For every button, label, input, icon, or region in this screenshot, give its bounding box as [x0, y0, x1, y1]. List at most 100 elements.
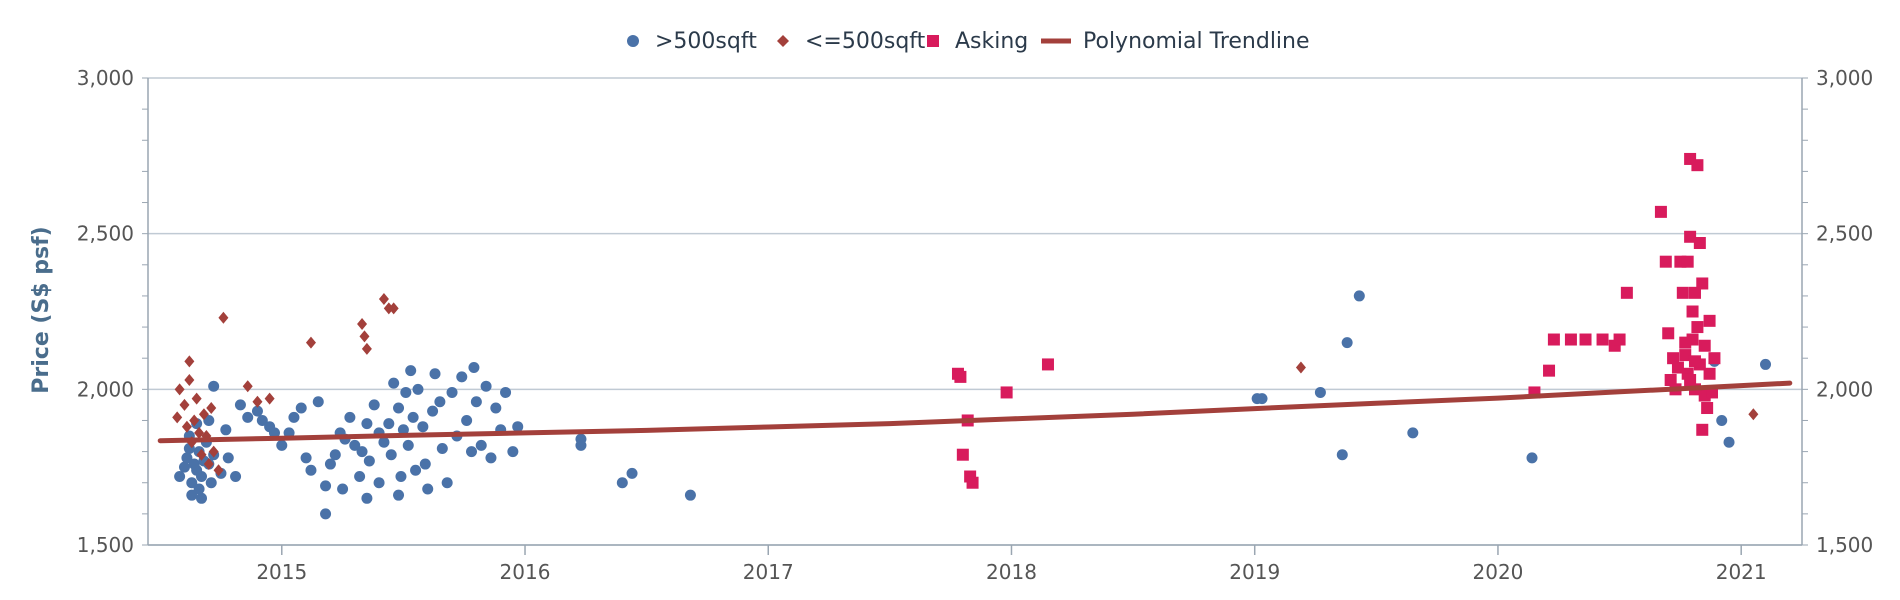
data-point-asking — [1579, 333, 1592, 346]
data-point-small — [252, 395, 263, 408]
data-point-large — [361, 418, 373, 430]
data-point-asking — [1684, 373, 1697, 386]
data-point-large — [174, 471, 186, 483]
data-point-large — [196, 471, 208, 483]
data-point-asking — [1691, 321, 1704, 334]
data-point-large — [485, 452, 497, 464]
data-point-large — [512, 421, 524, 433]
data-point-large — [383, 418, 395, 430]
data-point-large — [337, 483, 349, 495]
data-point-large — [356, 446, 368, 458]
data-point-large — [400, 386, 412, 398]
x-tick-label: 2019 — [1229, 560, 1280, 584]
data-point-large — [220, 424, 232, 436]
x-tick-label: 2020 — [1473, 560, 1524, 584]
data-point-small — [181, 420, 192, 433]
data-point-small — [174, 383, 185, 396]
data-point-large — [500, 386, 512, 398]
y-tick-label: 2,500 — [77, 222, 134, 246]
data-point-large — [412, 383, 424, 395]
data-point-asking — [1696, 423, 1709, 436]
series-circle — [174, 290, 1772, 520]
data-point-large — [684, 489, 696, 501]
data-point-small — [218, 311, 229, 324]
data-point-small — [191, 392, 202, 405]
data-point-asking — [1703, 314, 1716, 327]
data-point-small — [198, 408, 209, 421]
legend-label: <=500sqft — [805, 29, 926, 54]
data-point-large — [361, 492, 373, 504]
data-point-asking — [1674, 255, 1687, 268]
data-point-asking — [1671, 361, 1684, 374]
data-point-large — [256, 414, 268, 426]
data-point-large — [251, 405, 263, 417]
legend-label: Polynomial Trendline — [1083, 29, 1310, 54]
data-point-large — [417, 421, 429, 433]
data-point-large — [320, 508, 332, 520]
data-point-large — [419, 458, 431, 470]
data-point-asking — [1688, 286, 1701, 299]
data-point-large — [349, 439, 361, 451]
legend: >500sqft <=500sqft Asking Polynomial Trendl… — [627, 29, 1310, 54]
data-point-small — [264, 392, 275, 405]
data-point-small — [208, 445, 219, 458]
data-point-large — [1716, 414, 1728, 426]
data-point-large — [436, 442, 448, 454]
data-point-asking — [1547, 333, 1560, 346]
data-point-large — [1407, 427, 1419, 439]
series-square — [951, 152, 1721, 489]
data-point-asking — [954, 370, 967, 383]
x-tick-label: 2016 — [500, 560, 551, 584]
data-point-large — [427, 405, 439, 417]
data-point-large — [490, 402, 502, 414]
data-point-asking — [1662, 327, 1675, 340]
data-point-small — [196, 448, 207, 461]
data-point-large — [354, 471, 366, 483]
data-point-asking — [1688, 355, 1701, 368]
legend-item: Polynomial Trendline — [1041, 29, 1310, 54]
legend-item: >500sqft — [627, 29, 757, 54]
data-point-small — [305, 336, 316, 349]
data-point-small — [206, 402, 217, 415]
data-point-asking — [1620, 286, 1633, 299]
data-point-asking — [1654, 205, 1667, 218]
data-point-large — [507, 446, 519, 458]
data-point-small — [184, 355, 195, 368]
data-point-asking — [1564, 333, 1577, 346]
data-point-asking — [1659, 255, 1672, 268]
data-point-large — [422, 483, 434, 495]
data-point-asking — [1686, 305, 1699, 318]
data-point-large — [344, 411, 356, 423]
series-line — [157, 380, 1793, 444]
y-tick-label: 3,000 — [77, 66, 134, 90]
data-point-asking — [1684, 230, 1697, 243]
data-point-asking — [1681, 255, 1694, 268]
data-point-large — [242, 411, 254, 423]
data-point-small — [213, 464, 224, 477]
data-point-asking — [1701, 402, 1714, 415]
data-point-asking — [1543, 364, 1556, 377]
data-point-large — [205, 477, 217, 489]
data-point-large — [373, 477, 385, 489]
data-point-large — [312, 396, 324, 408]
legend-label: Asking — [955, 29, 1028, 54]
data-point-large — [470, 396, 482, 408]
data-point-large — [475, 439, 487, 451]
data-point-large — [1336, 449, 1348, 461]
data-point-large — [1723, 436, 1735, 448]
data-point-large — [407, 411, 419, 423]
data-point-asking — [1667, 352, 1680, 365]
data-point-large — [181, 452, 193, 464]
series-diamond — [172, 293, 1759, 477]
plot-area — [157, 152, 1793, 520]
data-point-large — [402, 439, 414, 451]
legend-marker-square — [927, 35, 939, 47]
data-point-large — [276, 439, 288, 451]
data-point-asking — [1679, 336, 1692, 349]
data-point-asking — [1664, 373, 1677, 386]
data-point-large — [368, 399, 380, 411]
legend-label: >500sqft — [655, 29, 757, 54]
data-point-large — [208, 380, 220, 392]
data-point-asking — [1691, 159, 1704, 172]
data-point-asking — [1698, 339, 1711, 352]
